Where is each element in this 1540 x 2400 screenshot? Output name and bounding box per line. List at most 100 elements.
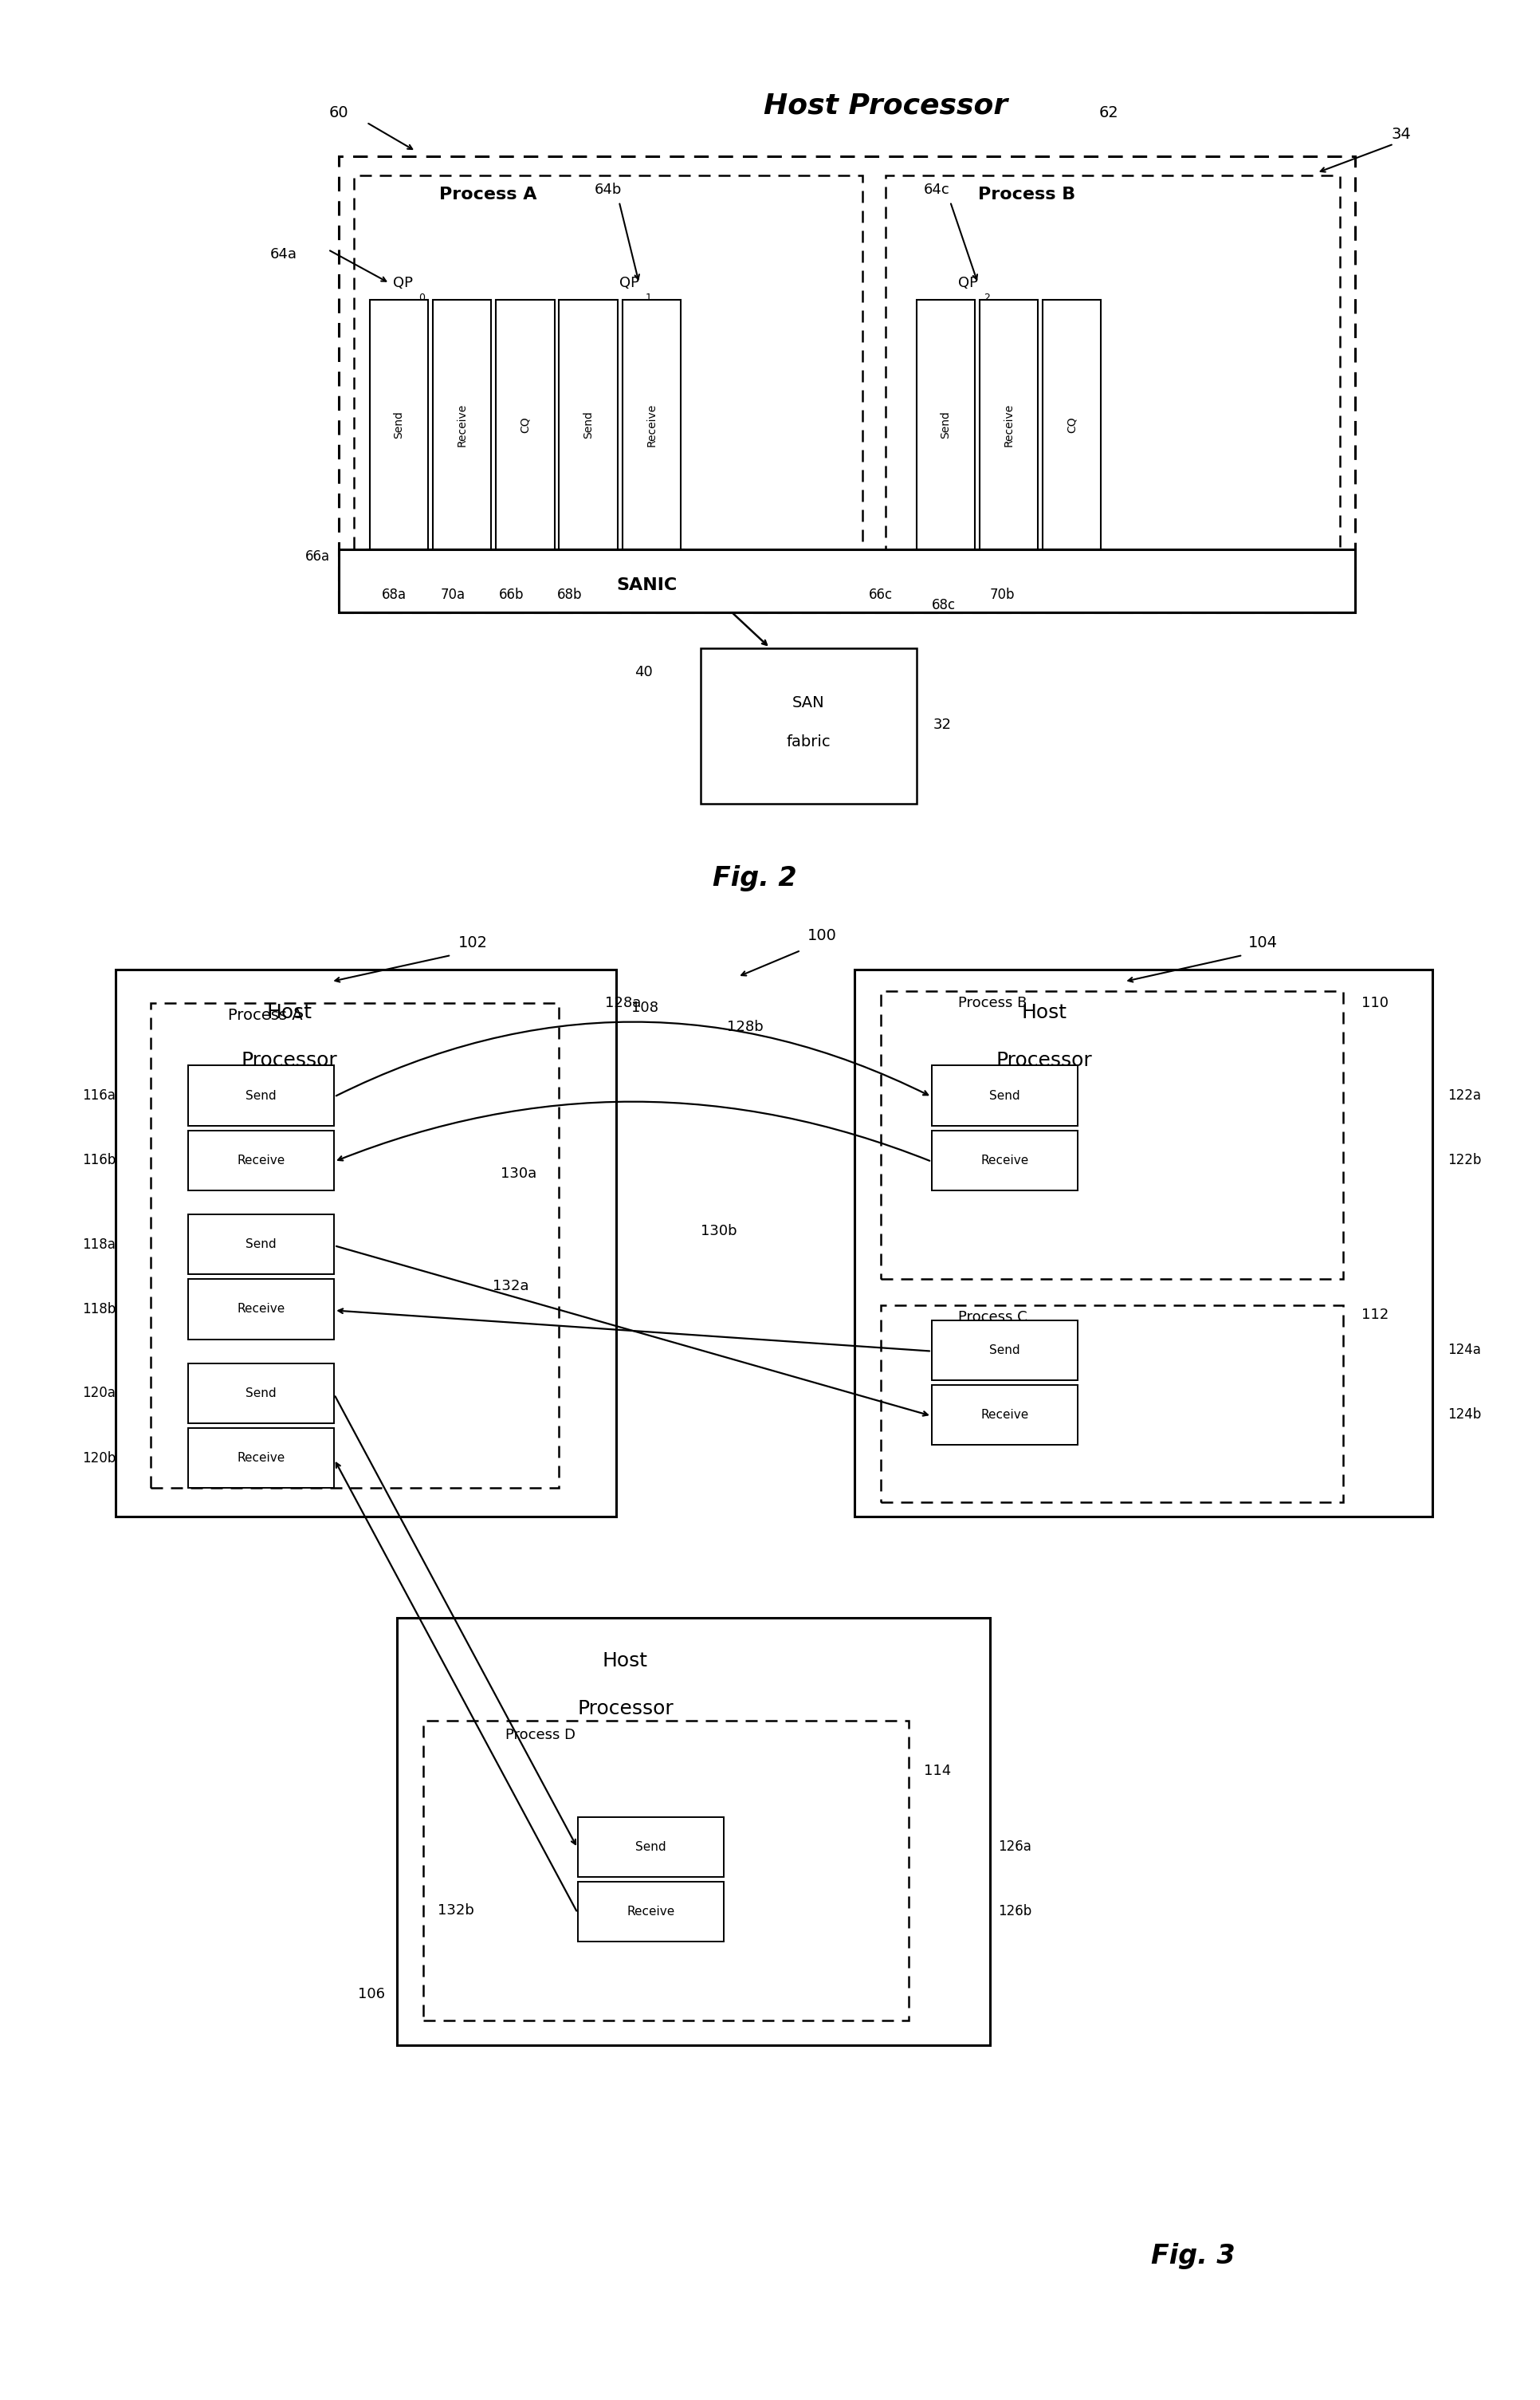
Text: Processor: Processor (242, 1051, 337, 1070)
Bar (397, 1618, 990, 2045)
Text: Processor: Processor (996, 1051, 1092, 1070)
Bar (424, 1721, 909, 2021)
Bar (339, 550, 1355, 612)
Text: QP: QP (393, 276, 413, 290)
Text: 70a: 70a (440, 588, 465, 602)
Text: Process B: Process B (958, 996, 1027, 1010)
Bar (151, 1003, 559, 1488)
Text: Process A: Process A (228, 1008, 302, 1022)
Text: Receive: Receive (645, 403, 658, 446)
Text: 118b: 118b (82, 1303, 116, 1315)
Text: 0: 0 (419, 293, 425, 302)
Text: Send: Send (990, 1344, 1019, 1356)
Text: 114: 114 (924, 1764, 952, 1778)
Bar (370, 300, 428, 550)
Text: Process C: Process C (958, 1310, 1027, 1325)
Bar (979, 300, 1038, 550)
Text: 116b: 116b (82, 1154, 116, 1166)
Bar (188, 1428, 334, 1488)
Bar (433, 300, 491, 550)
Text: 62: 62 (1100, 106, 1118, 120)
Text: Receive: Receive (456, 403, 468, 446)
Text: 70b: 70b (990, 588, 1015, 602)
Text: 112: 112 (1361, 1308, 1389, 1322)
Bar (578, 1817, 724, 1877)
Text: 64b: 64b (594, 182, 622, 197)
Bar (701, 648, 916, 804)
Text: Receive: Receive (1003, 403, 1015, 446)
Bar (578, 1882, 724, 1942)
Text: Send: Send (246, 1090, 276, 1102)
Text: SANIC: SANIC (616, 578, 678, 593)
Text: 130a: 130a (500, 1166, 536, 1181)
Text: Receive: Receive (981, 1154, 1029, 1166)
Text: 122b: 122b (1448, 1154, 1481, 1166)
Bar (367, 550, 559, 581)
Bar (916, 300, 975, 550)
Text: 32: 32 (933, 718, 952, 732)
Text: 34: 34 (1392, 127, 1411, 142)
Text: 102: 102 (457, 936, 488, 950)
Text: 1: 1 (645, 293, 651, 302)
Text: 132a: 132a (493, 1279, 530, 1294)
Bar (556, 550, 684, 581)
Text: 66b: 66b (499, 588, 524, 602)
Bar (932, 1385, 1078, 1445)
Bar (116, 970, 616, 1517)
Text: Send: Send (246, 1238, 276, 1250)
Text: QP: QP (619, 276, 639, 290)
Text: 66c: 66c (869, 588, 893, 602)
Text: Host: Host (266, 1003, 313, 1022)
Bar (885, 175, 1340, 571)
Bar (188, 1214, 334, 1274)
Text: Receive: Receive (237, 1452, 285, 1464)
Bar (339, 156, 1355, 612)
Text: Processor: Processor (578, 1699, 673, 1718)
Text: 124a: 124a (1448, 1344, 1481, 1356)
Text: 124b: 124b (1448, 1409, 1481, 1421)
Text: Send: Send (990, 1090, 1019, 1102)
Text: Receive: Receive (981, 1409, 1029, 1421)
Bar (559, 300, 618, 550)
Text: CQ: CQ (1066, 418, 1078, 432)
Text: 132b: 132b (437, 1903, 474, 1918)
Text: fabric: fabric (787, 734, 830, 749)
Text: Receive: Receive (237, 1154, 285, 1166)
Text: 68b: 68b (557, 588, 582, 602)
Text: SAN: SAN (792, 696, 825, 710)
Bar (354, 175, 862, 571)
Text: 66a: 66a (305, 550, 330, 564)
Bar (1043, 300, 1101, 550)
Bar (188, 1363, 334, 1423)
Bar (496, 300, 554, 550)
Text: 118a: 118a (82, 1238, 116, 1250)
Text: Process A: Process A (439, 187, 536, 202)
Text: Send: Send (636, 1841, 665, 1853)
Bar (188, 1279, 334, 1339)
Text: 108: 108 (631, 1001, 659, 1015)
Text: 64a: 64a (269, 247, 297, 262)
Text: 106: 106 (357, 1987, 385, 2002)
Text: 40: 40 (634, 665, 653, 679)
Text: Fig. 2: Fig. 2 (713, 866, 796, 890)
Text: 116a: 116a (82, 1090, 116, 1102)
Bar (622, 300, 681, 550)
Text: 64c: 64c (924, 182, 949, 197)
Text: 122a: 122a (1448, 1090, 1481, 1102)
Text: QP: QP (958, 276, 978, 290)
Text: Host: Host (602, 1651, 648, 1670)
Text: 120a: 120a (82, 1387, 116, 1399)
Bar (881, 991, 1343, 1279)
Bar (855, 970, 1432, 1517)
Text: Send: Send (393, 410, 405, 439)
Text: 104: 104 (1247, 936, 1278, 950)
Text: 120b: 120b (82, 1452, 116, 1464)
Bar (188, 1130, 334, 1190)
Text: Send: Send (939, 410, 952, 439)
Text: 2: 2 (984, 293, 990, 302)
Bar (932, 1130, 1078, 1190)
Text: Process D: Process D (505, 1728, 576, 1742)
Bar (188, 1066, 334, 1126)
Text: 68c: 68c (932, 598, 956, 612)
Text: 100: 100 (807, 929, 838, 943)
